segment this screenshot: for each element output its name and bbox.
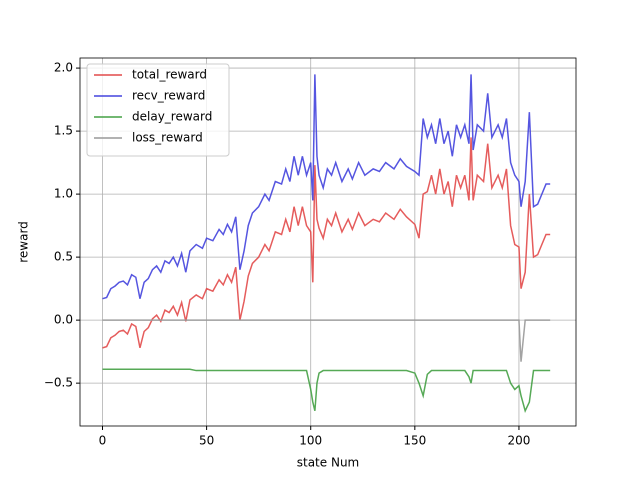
x-axis-label: state Num xyxy=(297,456,359,470)
plot-frame xyxy=(79,57,577,427)
series-line xyxy=(102,137,551,349)
x-tick-label: 150 xyxy=(403,434,426,448)
legend-label: total_reward xyxy=(132,68,207,82)
series-line xyxy=(102,74,551,300)
legend-box xyxy=(86,63,230,157)
x-tick-label: 100 xyxy=(299,434,322,448)
series-line xyxy=(102,319,551,362)
y-tick-label: 0.0 xyxy=(54,313,73,327)
series-line xyxy=(102,368,551,414)
x-tick-label: 0 xyxy=(99,434,107,448)
y-tick-label: 1.5 xyxy=(54,124,73,138)
legend-label: delay_reward xyxy=(132,110,212,124)
x-tick-label: 50 xyxy=(199,434,214,448)
y-tick-label: 1.0 xyxy=(54,187,73,201)
legend-label: loss_reward xyxy=(132,131,203,145)
legend-label: recv_reward xyxy=(132,89,205,103)
y-tick-label: 2.0 xyxy=(54,61,73,75)
y-tick-label: 0.5 xyxy=(54,250,73,264)
x-tick-label: 200 xyxy=(507,434,530,448)
y-axis-label: reward xyxy=(17,221,31,263)
y-tick-label: −0.5 xyxy=(44,376,73,390)
legend: total_reward recv_reward delay_reward loss_… xyxy=(86,63,230,157)
